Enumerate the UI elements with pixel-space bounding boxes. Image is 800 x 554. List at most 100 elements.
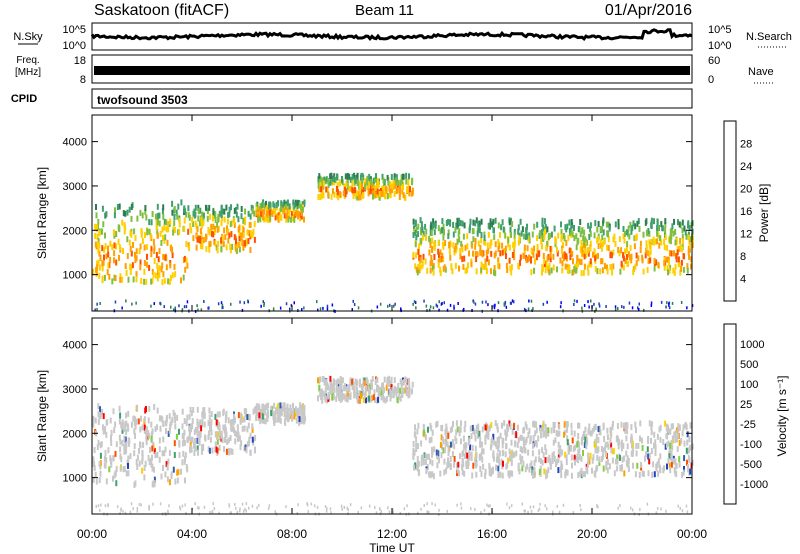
xtick-label-3: 12:00: [377, 527, 407, 541]
power-echo-cell-756: [375, 192, 378, 198]
vel-echo-cell-803: [333, 387, 336, 394]
power-echo-cell-1308: [583, 253, 586, 260]
power-echo-cell-354: [249, 213, 252, 220]
power-echo-cell-760: [383, 179, 386, 185]
power-echo-cell-1253: [493, 265, 496, 272]
power-echo-cell-1451: [416, 269, 419, 276]
power-echo-cell-1452: [533, 223, 536, 230]
vel-echo-cell-1082: [619, 454, 621, 461]
vel-echo-cell-1633: [444, 440, 447, 447]
power-echo-cell-147: [165, 219, 168, 226]
power-ground-cell-108: [590, 299, 592, 303]
power-echo-cell-1632: [671, 223, 674, 230]
power-echo-cell-185: [138, 248, 141, 255]
power-ground-cell-8: [617, 307, 619, 311]
power-echo-cell-1077: [513, 228, 516, 235]
vel-echo-cell-46: [121, 440, 124, 447]
vel-echo-cell-883: [424, 434, 427, 441]
vel-echo-cell-1241: [688, 436, 691, 443]
vel-echo-cell-119: [125, 412, 128, 419]
power-echo-cell-339: [238, 229, 241, 236]
vel-echo-cell-948: [464, 445, 467, 452]
vel-echo-cell-1479: [494, 420, 497, 426]
power-echo-cell-26: [116, 204, 119, 210]
power-echo-cell-976: [635, 260, 638, 267]
vel-echo-cell-1039: [605, 451, 607, 457]
power-data-layer: [92, 172, 694, 313]
vel-echo-cell-1335: [653, 442, 655, 449]
vel-echo-cell-1048: [577, 422, 579, 429]
vel-echo-cell-854: [359, 378, 361, 385]
vel-echo-cell-147: [119, 438, 122, 445]
power-echo-cell-663: [398, 190, 401, 197]
vel-echo-cell-255: [94, 417, 97, 424]
vel-echo-cell-767: [321, 376, 324, 382]
power-echo-cell-409: [206, 215, 209, 222]
vel-echo-cell-102: [136, 404, 139, 411]
power-ground-cell-82: [394, 302, 396, 306]
vel-echo-cell-1514: [670, 423, 673, 430]
power-echo-cell-1417: [622, 226, 625, 232]
vel-echo-cell-241: [119, 412, 122, 419]
vel-echo-cell-1423: [488, 463, 491, 469]
power-echo-cell-589: [262, 202, 265, 209]
vel-echo-cell-407: [188, 431, 191, 438]
power-echo-cell-122: [132, 242, 134, 248]
vel-echo-cell-144: [143, 474, 146, 481]
power-echo-cell-414: [208, 204, 211, 211]
power-ground-cell-161: [413, 300, 416, 304]
power-echo-cell-1639: [448, 248, 451, 255]
power-echo-cell-1641: [689, 236, 692, 243]
vel-echo-cell-1599: [601, 453, 604, 460]
vel-echo-cell-4: [115, 465, 118, 472]
power-echo-cell-782: [362, 186, 365, 193]
vel-echo-cell-347: [218, 434, 221, 441]
vel-ground-cell-122: [537, 509, 540, 513]
power-echo-cell-193: [156, 263, 159, 269]
power-echo-cell-68: [107, 262, 110, 269]
power-echo-cell-1058: [587, 247, 589, 254]
power-echo-cell-519: [287, 216, 290, 223]
vel-echo-cell-1116: [459, 453, 461, 460]
power-echo-cell-813: [408, 190, 411, 197]
power-echo-cell-119: [180, 199, 183, 206]
vel-echo-cell-413: [216, 431, 219, 438]
power-echo-cell-262: [98, 242, 101, 249]
vel-echo-cell-1519: [502, 449, 505, 456]
power-echo-cell-1245: [412, 232, 415, 238]
power-echo-cell-142: [130, 250, 133, 257]
power-echo-cell-496: [266, 217, 269, 223]
power-echo-cell-632: [333, 173, 336, 180]
vel-echo-cell-1525: [597, 426, 600, 432]
power-ground-cell-132: [497, 301, 500, 305]
vel-echo-cell-1272: [454, 435, 457, 442]
power-echo-cell-1587: [684, 229, 687, 236]
power-echo-cell-812: [354, 176, 357, 183]
vel-ground-cell-105: [130, 502, 133, 506]
power-echo-cell-1027: [686, 263, 689, 270]
vel-ground-cell-67: [184, 503, 186, 507]
vel-echo-cell-1295: [619, 465, 622, 471]
vel-echo-cell-1497: [445, 423, 448, 430]
vel-echo-cell-1035: [557, 467, 560, 474]
power-echo-cell-1488: [534, 258, 536, 265]
vel-echo-cell-935: [606, 427, 609, 434]
vel-echo-cell-353: [247, 422, 250, 429]
vel-ground-cell-111: [679, 506, 681, 510]
vel-echo-cell-1337: [416, 428, 419, 435]
vel-echo-cell-881: [511, 428, 514, 435]
vel-echo-cell-2: [97, 403, 100, 410]
vel-echo-cell-356: [251, 436, 254, 443]
vel-echo-cell-1597: [544, 444, 547, 451]
power-echo-cell-1592: [508, 219, 511, 226]
power-echo-cell-380: [238, 224, 241, 231]
power-echo-cell-1143: [666, 265, 669, 271]
power-echo-cell-1241: [511, 221, 514, 227]
power-echo-cell-303: [247, 238, 250, 245]
vel-echo-cell-1383: [632, 462, 634, 469]
vel-echo-cell-1593: [492, 466, 495, 473]
vel-echo-cell-781: [332, 384, 335, 391]
power-echo-cell-1623: [594, 255, 597, 262]
vel-ground-cell-73: [132, 507, 134, 511]
vel-ground-cell-42: [656, 507, 659, 511]
